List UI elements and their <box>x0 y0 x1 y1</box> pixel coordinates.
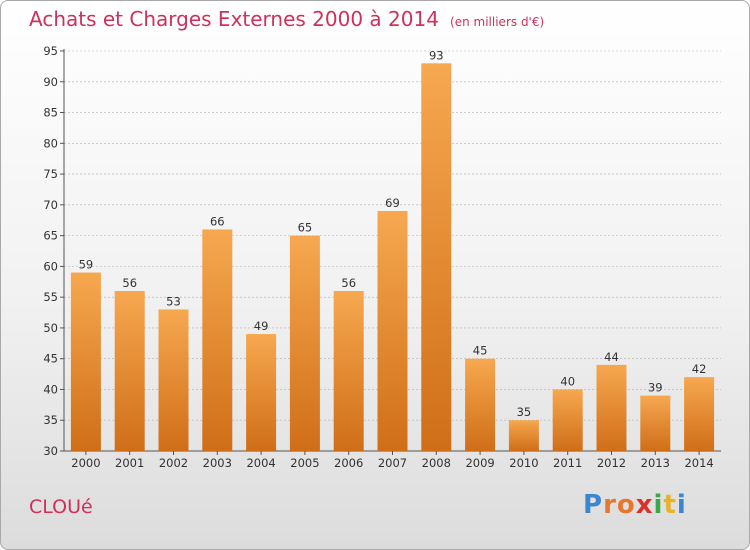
y-tick-label: 80 <box>43 136 58 150</box>
x-tick-label: 2003 <box>203 456 232 470</box>
proxiti-logo: Proxiti <box>583 490 687 520</box>
bar-2005 <box>289 235 320 451</box>
data-label: 56 <box>341 276 356 290</box>
data-label: 40 <box>560 374 575 388</box>
logo-letter: t <box>663 490 677 520</box>
x-tick-label: 2002 <box>159 456 188 470</box>
x-tick-label: 2006 <box>334 456 363 470</box>
title-text: Achats et Charges Externes 2000 à 2014 <box>29 7 439 31</box>
bar-2003 <box>202 229 233 451</box>
y-tick-label: 95 <box>43 44 58 58</box>
y-tick-label: 70 <box>43 198 58 212</box>
bar-2010 <box>508 420 539 451</box>
commune-name: CLOUé <box>29 496 93 518</box>
bar-2006 <box>333 291 364 451</box>
x-tick-label: 2012 <box>597 456 626 470</box>
logo-letter: r <box>603 490 617 520</box>
bar-2011 <box>552 389 583 451</box>
data-label: 69 <box>385 196 400 210</box>
bars <box>70 63 715 452</box>
bar-2000 <box>70 272 101 451</box>
x-tick-label: 2007 <box>378 456 407 470</box>
x-tick-label: 2013 <box>641 456 670 470</box>
y-tick-label: 55 <box>43 290 58 304</box>
data-label: 35 <box>517 405 532 419</box>
data-labels: 59 56 53 66 49 65 56 69 93 45 35 40 44 39 42 <box>79 48 707 419</box>
logo-letter: P <box>583 490 604 520</box>
bar-2014 <box>684 377 715 451</box>
x-tick-label: 2009 <box>465 456 494 470</box>
data-label: 66 <box>210 214 225 228</box>
data-label: 59 <box>79 258 94 272</box>
bar-2012 <box>596 364 627 451</box>
chart-title: Achats et Charges Externes 2000 à 2014 (… <box>29 7 544 31</box>
y-tick-label: 30 <box>43 444 58 458</box>
x-tick-label: 2005 <box>290 456 319 470</box>
x-tick-label: 2011 <box>553 456 582 470</box>
y-tick-label: 50 <box>43 321 58 335</box>
bar-2001 <box>114 291 145 451</box>
y-tick-label: 75 <box>43 167 58 181</box>
y-tick-label: 90 <box>43 75 58 89</box>
x-tick-labels: 2000 2001 2002 2003 2004 2005 2006 2007 2008 2009… <box>71 456 713 470</box>
bar-2008 <box>421 63 452 452</box>
data-label: 42 <box>692 362 707 376</box>
logo-letter: i <box>653 490 664 520</box>
data-label: 49 <box>254 319 269 333</box>
bar-2002 <box>158 309 189 451</box>
bar-2007 <box>377 211 408 451</box>
x-tick-label: 2010 <box>509 456 538 470</box>
bar-2013 <box>640 395 671 451</box>
data-label: 39 <box>648 381 663 395</box>
logo-letter: o <box>616 490 636 520</box>
data-label: 56 <box>122 276 137 290</box>
data-label: 44 <box>604 350 619 364</box>
bar-2009 <box>465 358 496 451</box>
data-label: 45 <box>473 344 488 358</box>
x-tick-label: 2004 <box>246 456 275 470</box>
data-label: 93 <box>429 48 444 62</box>
data-label: 53 <box>166 294 181 308</box>
unit-text: (en milliers d'€) <box>450 15 545 29</box>
x-tick-label: 2008 <box>422 456 451 470</box>
x-tick-label: 2001 <box>115 456 144 470</box>
x-tick-label: 2014 <box>684 456 713 470</box>
data-label: 65 <box>298 221 313 235</box>
bar-2004 <box>246 334 277 451</box>
y-tick-label: 45 <box>43 352 58 366</box>
y-tick-label: 35 <box>43 413 58 427</box>
logo-letter: x <box>635 490 654 520</box>
y-tick-label: 65 <box>43 229 58 243</box>
logo-letter: i <box>676 490 687 520</box>
x-tick-label: 2000 <box>71 456 100 470</box>
y-tick-label: 60 <box>43 259 58 273</box>
y-tick-label: 40 <box>43 382 58 396</box>
y-tick-labels: 30 35 40 45 50 55 60 65 70 75 80 85 90 95 <box>43 44 58 458</box>
y-tick-label: 85 <box>43 106 58 120</box>
